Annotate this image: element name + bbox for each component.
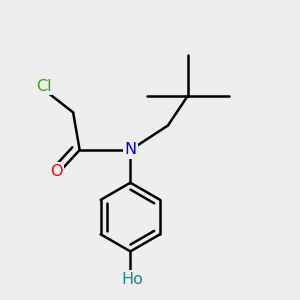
Text: Cl: Cl [36,79,52,94]
Text: N: N [124,142,136,158]
Text: O: O [50,164,63,179]
Text: Ho: Ho [121,272,143,287]
